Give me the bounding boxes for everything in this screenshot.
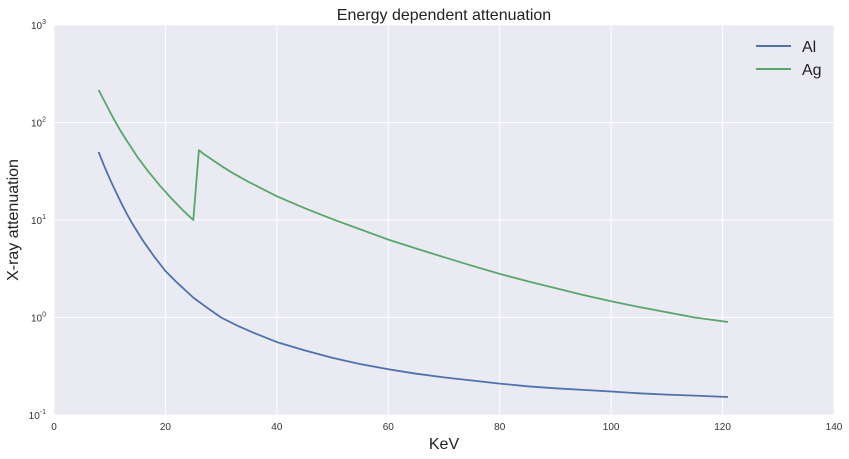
x-tick-label: 0 <box>51 422 57 433</box>
y-tick-label: 102 <box>31 117 46 130</box>
legend-label-ag: Ag <box>802 62 822 79</box>
x-tick-label: 20 <box>160 422 172 433</box>
y-tick-label: 101 <box>31 214 46 227</box>
legend: Al Ag <box>756 39 822 79</box>
x-axis-label: KeV <box>429 436 460 453</box>
series-line-ag <box>97 89 729 323</box>
x-tick-label: 140 <box>826 422 843 433</box>
y-tick-label: 100 <box>31 312 46 325</box>
y-tick-labels: 10-1 100 101 102 103 <box>29 19 46 422</box>
x-tick-label: 120 <box>714 422 731 433</box>
x-tick-label: 80 <box>494 422 506 433</box>
legend-label-al: Al <box>802 39 816 56</box>
x-tick-labels: 0 20 40 60 80 100 120 140 <box>51 422 843 433</box>
series-lines <box>97 89 729 398</box>
x-tick-label: 60 <box>383 422 395 433</box>
y-tick-label: 103 <box>31 19 46 32</box>
x-tick-label: 100 <box>603 422 620 433</box>
grid <box>53 24 835 416</box>
y-tick-label: 10-1 <box>29 409 46 422</box>
chart-title: Energy dependent attenuation <box>337 7 551 24</box>
x-tick-label: 40 <box>271 422 283 433</box>
y-axis-label: X-ray attenuation <box>5 159 22 281</box>
series-line-al <box>97 151 729 398</box>
